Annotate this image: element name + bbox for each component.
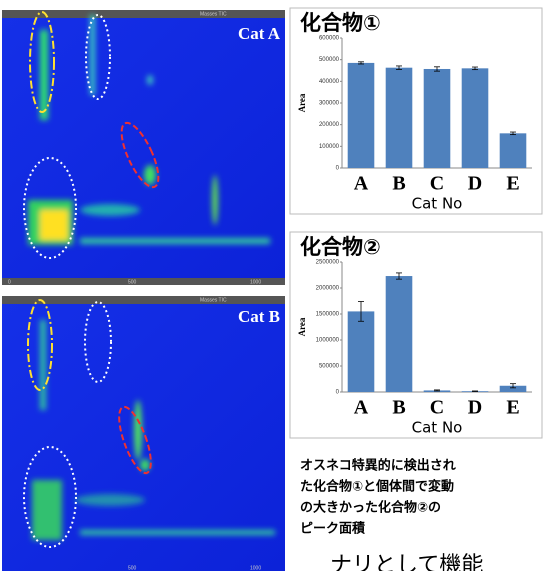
x-tick-label: C xyxy=(430,397,444,419)
y-tick-label: 500000 xyxy=(319,364,340,370)
bar xyxy=(424,69,451,168)
image-header: Masses TIC xyxy=(200,297,227,303)
x-tick-label: E xyxy=(506,397,519,419)
x-axis-label: Cat No xyxy=(412,195,463,213)
bar xyxy=(386,276,413,392)
x-tick-label: D xyxy=(468,397,482,419)
error-bar xyxy=(472,391,478,392)
footer: ナリとして機能 xyxy=(330,553,483,571)
x-tick-label: A xyxy=(354,173,369,195)
bar xyxy=(462,68,489,168)
page: {"images":[{"label":"Cat A","header":"Ma… xyxy=(0,0,544,571)
y-tick-label: 2500000 xyxy=(316,260,340,266)
y-tick-label: 200000 xyxy=(319,122,340,128)
image-tick: 1000 xyxy=(250,565,261,571)
chart-title: 化合物② xyxy=(300,235,381,259)
image-tick: 0 xyxy=(8,279,11,285)
bar xyxy=(386,68,413,168)
x-tick-label: A xyxy=(354,397,369,419)
image-label: Cat A xyxy=(238,24,281,43)
heatmap xyxy=(2,296,285,571)
figure: Cat A Cat B Masses TIC Masses TIC 0 500 … xyxy=(0,0,544,571)
chart-title: 化合物① xyxy=(300,11,381,35)
image-label: Cat B xyxy=(238,307,280,326)
x-tick-label: C xyxy=(430,173,444,195)
y-tick-label: 100000 xyxy=(319,144,340,150)
caption-line: の大きかった化合物②の xyxy=(300,500,441,516)
y-tick-label: 400000 xyxy=(319,79,340,85)
bar xyxy=(500,133,527,168)
x-tick-label: D xyxy=(468,173,482,195)
heatmap xyxy=(2,10,285,285)
x-axis-label: Cat No xyxy=(412,419,463,437)
y-tick-label: 500000 xyxy=(319,57,340,63)
y-axis-label: Area xyxy=(297,317,307,336)
x-tick-label: B xyxy=(392,397,405,419)
x-tick-label: E xyxy=(506,173,519,195)
image-header: Masses TIC xyxy=(200,11,227,17)
bar xyxy=(348,311,375,392)
y-tick-label: 600000 xyxy=(319,36,340,42)
image-tick: 500 xyxy=(128,279,137,285)
y-tick-label: 1000000 xyxy=(316,338,340,344)
x-tick-label: B xyxy=(392,173,405,195)
y-tick-label: 1500000 xyxy=(316,312,340,318)
caption-line: た化合物①と個体間で変動 xyxy=(300,479,454,495)
image-tick: 500 xyxy=(128,565,137,571)
image-tick: 1000 xyxy=(250,279,261,285)
y-axis-label: Area xyxy=(297,93,307,112)
caption-line: ピーク面積 xyxy=(300,521,366,537)
y-tick-label: 300000 xyxy=(319,101,340,107)
caption-line: オスネコ特異的に検出され xyxy=(300,458,456,474)
y-tick-label: 2000000 xyxy=(316,286,340,292)
bar xyxy=(348,63,375,168)
